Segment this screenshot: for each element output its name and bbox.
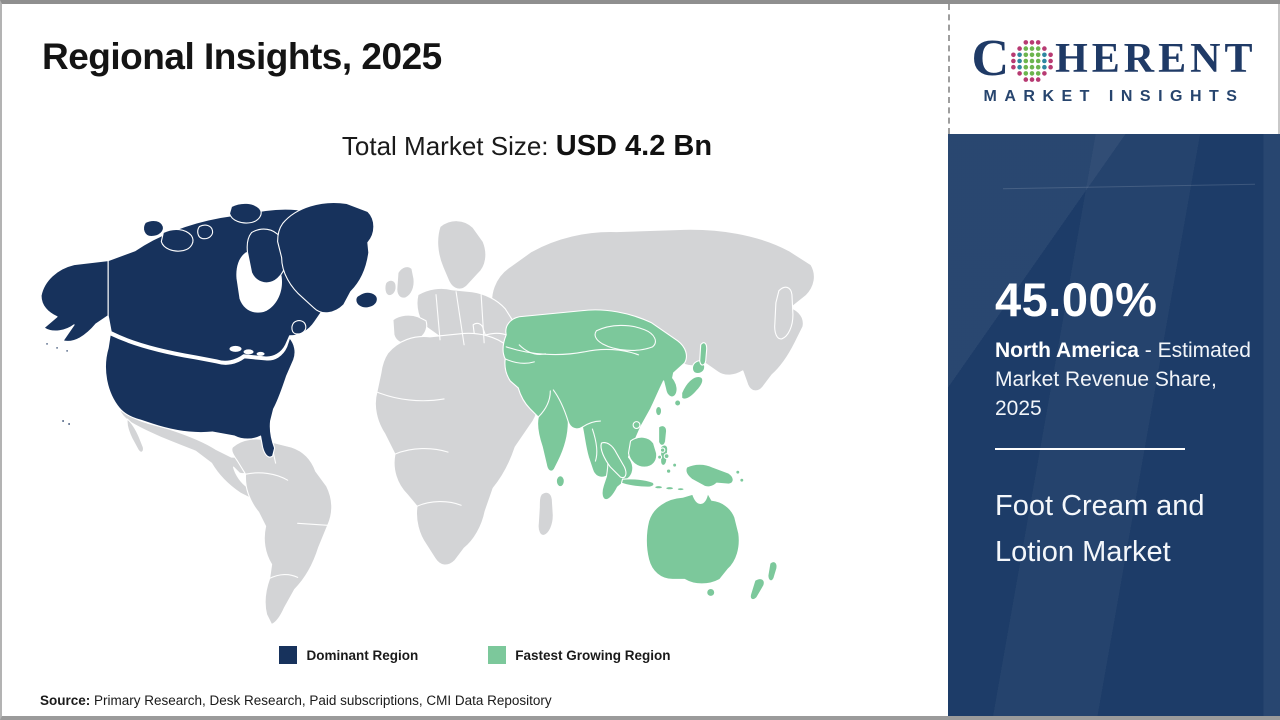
brand-subtitle: MARKET INSIGHTS: [983, 87, 1245, 105]
legend-item-fastest-growing: Fastest Growing Region: [488, 646, 671, 664]
infographic-slide: Regional Insights, 2025 Total Market Siz…: [2, 4, 1280, 716]
sidebar: C HERENT MARKET INSIGHTS 45.00% North Am…: [948, 4, 1280, 716]
legend-item-dominant: Dominant Region: [279, 646, 418, 664]
asia-pacific-region: [502, 309, 778, 601]
fastest-growing-region-swatch: [488, 646, 507, 664]
region-name: North America: [995, 339, 1139, 362]
divider-line: [995, 447, 1185, 450]
brand-letters-herent: HERENT: [1055, 35, 1257, 82]
market-share-description: North America - Estimated Market Revenue…: [995, 337, 1267, 424]
region-description: - Estimated Market Revenue Share, 2025: [995, 339, 1251, 420]
page-title: Regional Insights, 2025: [42, 36, 442, 77]
source-text: Primary Research, Desk Research, Paid su…: [90, 693, 552, 708]
total-market-size: Total Market Size: USD 4.2 Bn: [54, 130, 1000, 163]
fastest-growing-region-label: Fastest Growing Region: [515, 647, 671, 663]
world-map: [40, 201, 815, 626]
other-regions: [118, 220, 815, 626]
world-map-container: [35, 194, 817, 626]
globe-dots-icon: [1011, 39, 1053, 82]
stats-panel: 45.00% North America - Estimated Market …: [948, 134, 1280, 716]
map-legend: Dominant Region Fastest Growing Region: [2, 646, 948, 664]
brand-logo: C HERENT MARKET INSIGHTS: [948, 4, 1280, 134]
source-label: Source:: [40, 693, 91, 708]
source-note: Source: Primary Research, Desk Research,…: [40, 693, 552, 708]
north-america-region: [40, 201, 378, 458]
dominant-region-label: Dominant Region: [306, 647, 419, 663]
dominant-region-swatch: [279, 646, 298, 664]
market-share-value: 45.00%: [995, 273, 1158, 326]
brand-wordmark: C HERENT: [971, 29, 1257, 87]
total-market-size-label: Total Market Size:: [341, 131, 556, 161]
main-panel: Regional Insights, 2025 Total Market Siz…: [2, 4, 948, 716]
market-name: Foot Cream and Lotion Market: [995, 489, 1205, 568]
total-market-size-value: USD 4.2 Bn: [555, 130, 713, 162]
brand-letter-c: C: [971, 29, 1010, 87]
